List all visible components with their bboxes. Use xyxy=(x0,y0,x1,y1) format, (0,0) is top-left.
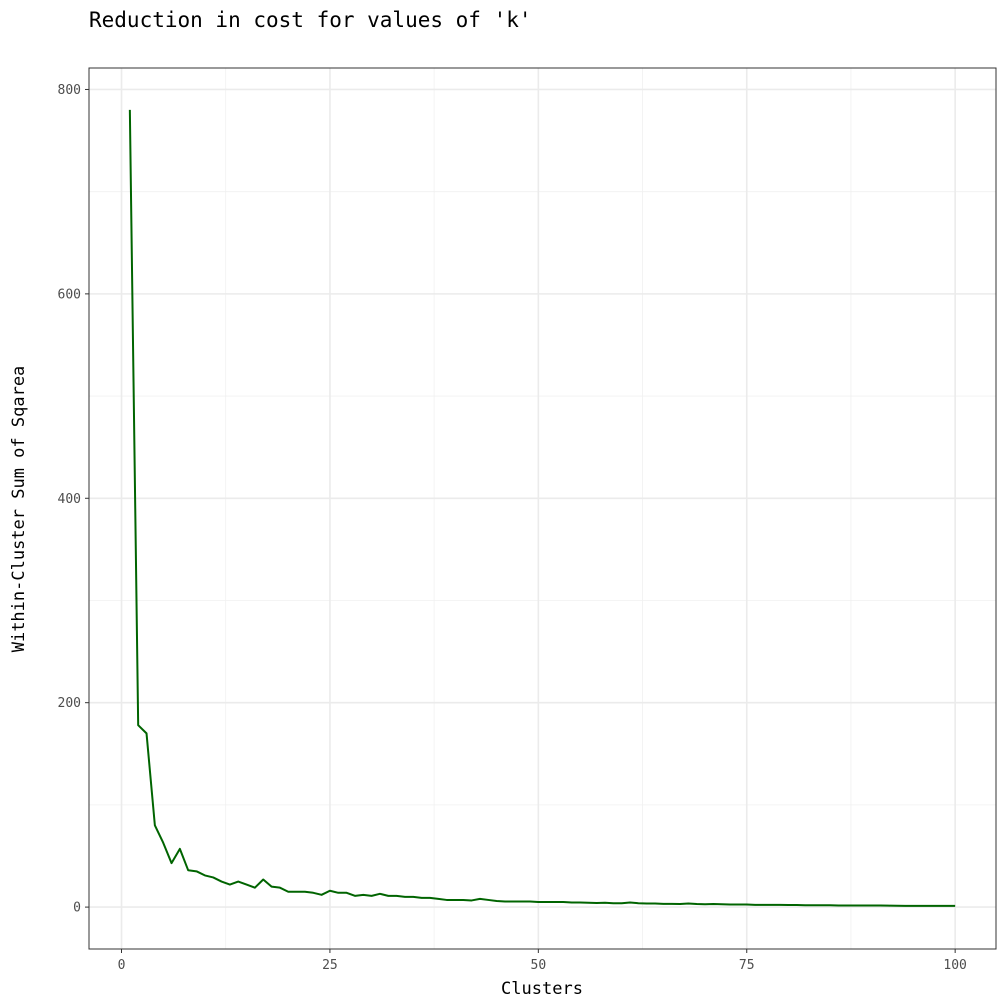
data-layer xyxy=(128,109,956,907)
y-tick-label: 0 xyxy=(73,901,81,916)
x-tick-label: 25 xyxy=(322,958,338,973)
series-line xyxy=(128,109,956,907)
x-axis: 0 25 50 75 100 xyxy=(118,949,967,973)
y-axis: 0 200 400 600 800 xyxy=(58,83,89,916)
y-axis-title: Within-Cluster Sum of Sqarea xyxy=(9,366,29,653)
y-tick-label: 200 xyxy=(58,696,81,711)
x-tick-label: 0 xyxy=(118,958,126,973)
y-tick-label: 400 xyxy=(58,492,81,507)
x-tick-label: 100 xyxy=(943,958,966,973)
grid-major xyxy=(89,68,996,949)
x-tick-label: 50 xyxy=(531,958,547,973)
grid-minor xyxy=(89,68,996,949)
plot-border xyxy=(88,67,997,950)
chart-title: Reduction in cost for values of 'k' xyxy=(89,8,532,32)
x-tick-label: 75 xyxy=(739,958,755,973)
y-tick-label: 800 xyxy=(58,83,81,98)
y-tick-label: 600 xyxy=(58,287,81,302)
x-axis-title: Clusters xyxy=(501,979,583,999)
plot-panel xyxy=(89,68,996,949)
